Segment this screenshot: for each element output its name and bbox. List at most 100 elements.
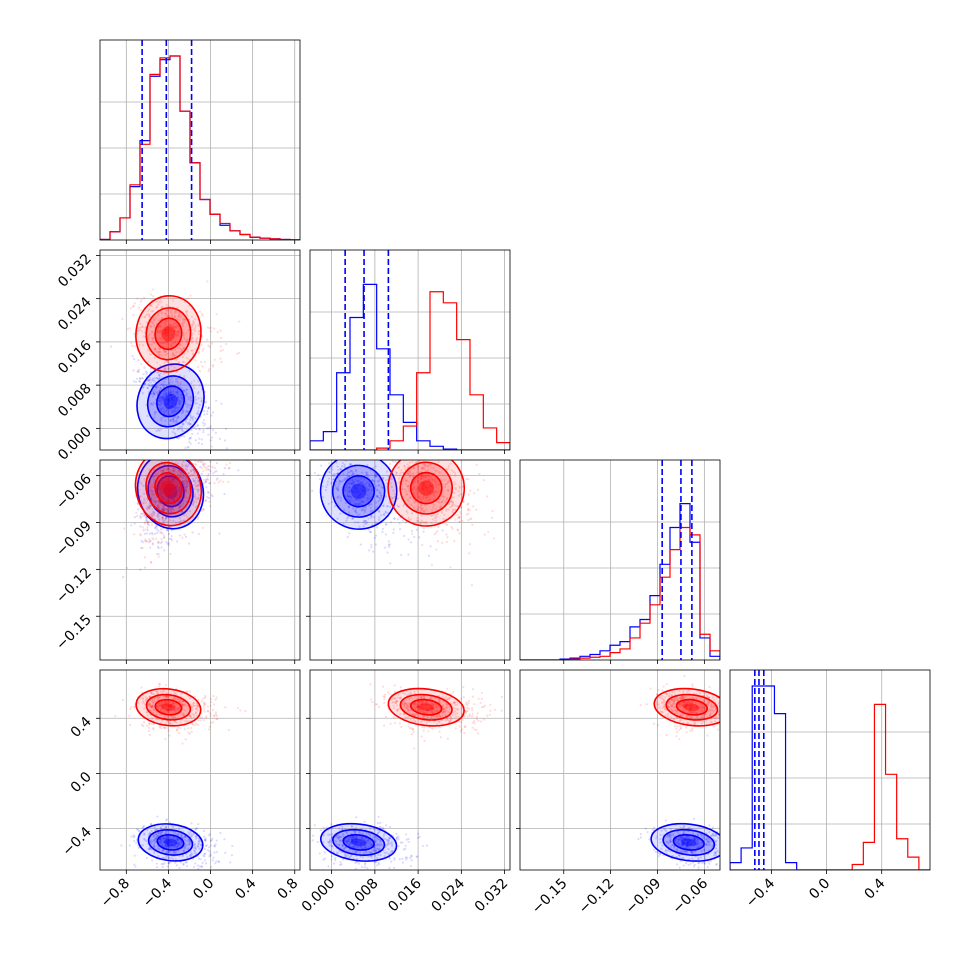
scatter-point: [148, 505, 151, 508]
scatter-point: [143, 382, 146, 386]
scatter-point: [162, 398, 165, 401]
scatter-point: [144, 538, 147, 541]
scatter-point: [142, 502, 145, 505]
scatter-point: [180, 702, 183, 705]
scatter-point: [137, 306, 141, 309]
scatter-point: [139, 308, 143, 312]
scatter-point: [182, 376, 185, 379]
scatter-point: [173, 836, 176, 839]
scatter-point: [163, 491, 166, 494]
scatter-point: [407, 538, 410, 541]
scatter-point: [397, 837, 400, 841]
scatter-point: [181, 711, 184, 714]
scatter-point: [153, 839, 156, 842]
scatter-point: [200, 467, 204, 470]
scatter-point: [143, 707, 146, 710]
scatter-point: [164, 841, 167, 844]
scatter-point: [152, 728, 155, 731]
scatter-point: [163, 381, 166, 384]
scatter-point: [231, 844, 234, 848]
scatter-point: [149, 695, 152, 698]
scatter-point: [194, 846, 197, 850]
scatter-point: [397, 466, 401, 469]
scatter-point: [132, 836, 135, 839]
scatter-point: [166, 500, 169, 503]
density-level: [320, 460, 397, 530]
scatter-point: [406, 493, 409, 496]
scatter-point: [167, 839, 170, 842]
scatter-point: [456, 528, 459, 531]
scatter-point: [409, 518, 412, 521]
scatter-point: [476, 732, 480, 735]
scatter-point: [380, 514, 383, 517]
scatter-point: [427, 480, 430, 483]
scatter-point: [152, 692, 155, 696]
scatter-point: [408, 490, 411, 493]
scatter-point: [173, 311, 176, 314]
scatter-point: [162, 696, 165, 699]
scatter-point: [175, 375, 178, 378]
scatter-point: [175, 417, 179, 421]
scatter-point: [165, 835, 169, 838]
scatter-point: [369, 510, 372, 513]
scatter-point: [357, 480, 360, 483]
scatter-point: [438, 471, 441, 474]
scatter-point: [443, 513, 446, 516]
scatter-point: [184, 420, 188, 423]
scatter-point: [347, 482, 350, 485]
scatter-point: [168, 337, 171, 340]
scatter-point: [387, 848, 390, 851]
scatter-point: [354, 843, 357, 846]
scatter-point: [459, 493, 462, 496]
scatter-point: [215, 312, 218, 316]
scatter-point: [153, 475, 156, 478]
scatter-point: [207, 710, 210, 713]
scatter-point: [163, 483, 167, 486]
scatter-point: [173, 315, 177, 318]
scatter-point: [207, 407, 210, 410]
scatter-point: [171, 478, 175, 481]
scatter-point: [327, 833, 330, 836]
scatter-point: [188, 437, 191, 440]
scatter-point: [174, 841, 177, 845]
scatter-point: [185, 489, 188, 492]
scatter-point: [162, 481, 165, 484]
scatter-point: [447, 467, 450, 470]
scatter-point: [155, 317, 158, 320]
scatter-point: [440, 500, 444, 503]
scatter-point: [192, 328, 195, 331]
scatter-point: [168, 391, 171, 395]
scatter-point: [165, 851, 168, 854]
scatter-point: [162, 330, 165, 333]
scatter-point: [163, 862, 166, 865]
scatter-point: [168, 839, 171, 843]
scatter-point: [197, 412, 200, 415]
scatter-point: [133, 835, 136, 838]
scatter-point: [351, 474, 354, 477]
scatter-point: [157, 464, 161, 468]
scatter-point: [173, 850, 177, 853]
scatter-point: [346, 840, 349, 843]
scatter-point: [157, 301, 160, 304]
scatter-point: [181, 465, 184, 468]
scatter-point: [147, 834, 150, 837]
scatter-point: [387, 839, 390, 842]
scatter-point: [167, 327, 170, 330]
scatter-point: [413, 453, 415, 455]
scatter-point: [357, 502, 360, 505]
scatter-point: [162, 726, 166, 729]
scatter-point: [377, 500, 380, 503]
scatter-point: [349, 488, 352, 491]
scatter-point: [169, 701, 172, 704]
scatter-point: [430, 484, 434, 487]
scatter-point: [170, 507, 173, 510]
scatter-point: [173, 704, 176, 707]
scatter-point: [378, 516, 381, 519]
scatter-point: [393, 492, 396, 495]
scatter-point: [148, 703, 152, 706]
scatter-point: [423, 521, 426, 524]
scatter-point: [421, 473, 424, 477]
scatter-point: [409, 474, 412, 477]
scatter-point: [222, 480, 225, 483]
density-level: [155, 318, 182, 350]
